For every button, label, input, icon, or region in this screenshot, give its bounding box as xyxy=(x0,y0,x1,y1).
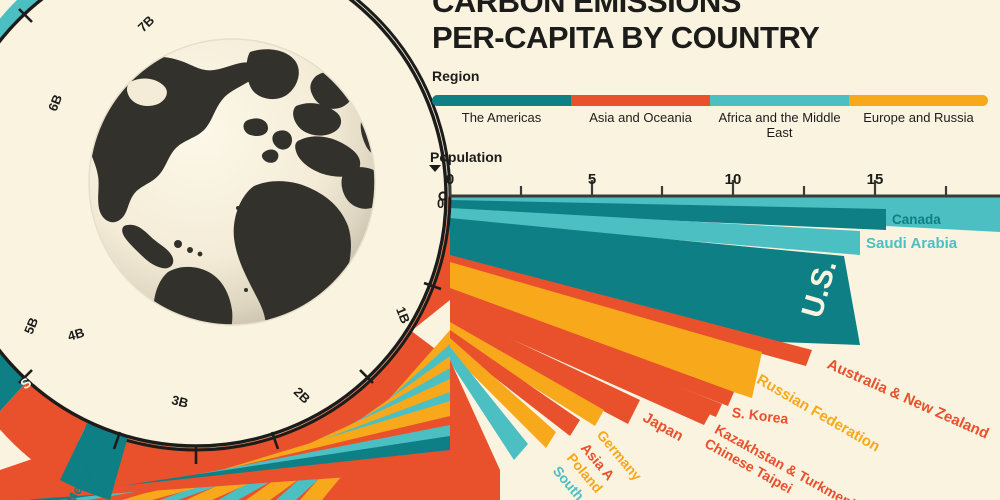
population-pointer-icon xyxy=(429,165,441,172)
wedge-poland xyxy=(450,338,556,448)
wedge-s-korea xyxy=(450,288,734,406)
axis-ticks xyxy=(448,180,948,196)
legend-swatch-europe-russia[interactable] xyxy=(849,95,988,106)
wedge-japan xyxy=(450,310,640,424)
legend-heading: Region xyxy=(432,68,480,84)
axis-tick-10: 10 xyxy=(724,171,742,188)
label-saudi-arabia: Saudi Arabia xyxy=(866,235,958,252)
legend-label-the-americas: The Americas xyxy=(461,110,542,125)
arc-ticks xyxy=(18,8,442,464)
wedge-chinese-taipei xyxy=(450,303,710,425)
population-axis-label: Population xyxy=(430,149,503,165)
legend-labels: The Americas Asia and Oceania Africa and… xyxy=(432,110,988,140)
wedge-russian-federation xyxy=(450,262,762,398)
globe xyxy=(88,38,376,326)
legend-label-asia-oceania: Asia and Oceania xyxy=(589,110,692,125)
legend-swatch-africa-middle-east[interactable] xyxy=(710,95,849,106)
page-title: CARBON EMISSIONS PER-CAPITA BY COUNTRY xyxy=(432,0,992,56)
axis-tick-0: 0 xyxy=(445,171,455,188)
globe-landmasses xyxy=(89,49,375,325)
legend-color-bars xyxy=(432,95,988,106)
legend-swatch-the-americas[interactable] xyxy=(432,95,571,106)
emissions-axis xyxy=(438,180,1000,201)
legend-label-europe-russia: Europe and Russia xyxy=(863,110,974,125)
wedge-saudi-arabia xyxy=(450,208,860,255)
legend-swatch-asia-oceania[interactable] xyxy=(571,95,710,106)
arc-wedge-mexico xyxy=(28,436,450,500)
wedge-germany xyxy=(450,322,604,426)
wedge-kazakhstan-turkmenistan xyxy=(450,296,722,417)
wedge-australia-nz xyxy=(450,255,812,366)
legend-label-africa-middle-east: Africa and the Middle East xyxy=(718,110,841,140)
title-line-1: CARBON EMISSIONS xyxy=(432,0,741,19)
title-line-2: PER-CAPITA BY COUNTRY xyxy=(432,20,820,55)
axis-tick-15: 15 xyxy=(866,171,884,188)
label-canada: Canada xyxy=(892,212,941,227)
wedge-canada xyxy=(450,200,886,230)
wedge-south-africa xyxy=(450,347,528,460)
axis-origin-marker: 0 xyxy=(437,196,445,211)
wedge-asia-a xyxy=(450,330,580,436)
axis-tick-5: 5 xyxy=(587,171,597,188)
